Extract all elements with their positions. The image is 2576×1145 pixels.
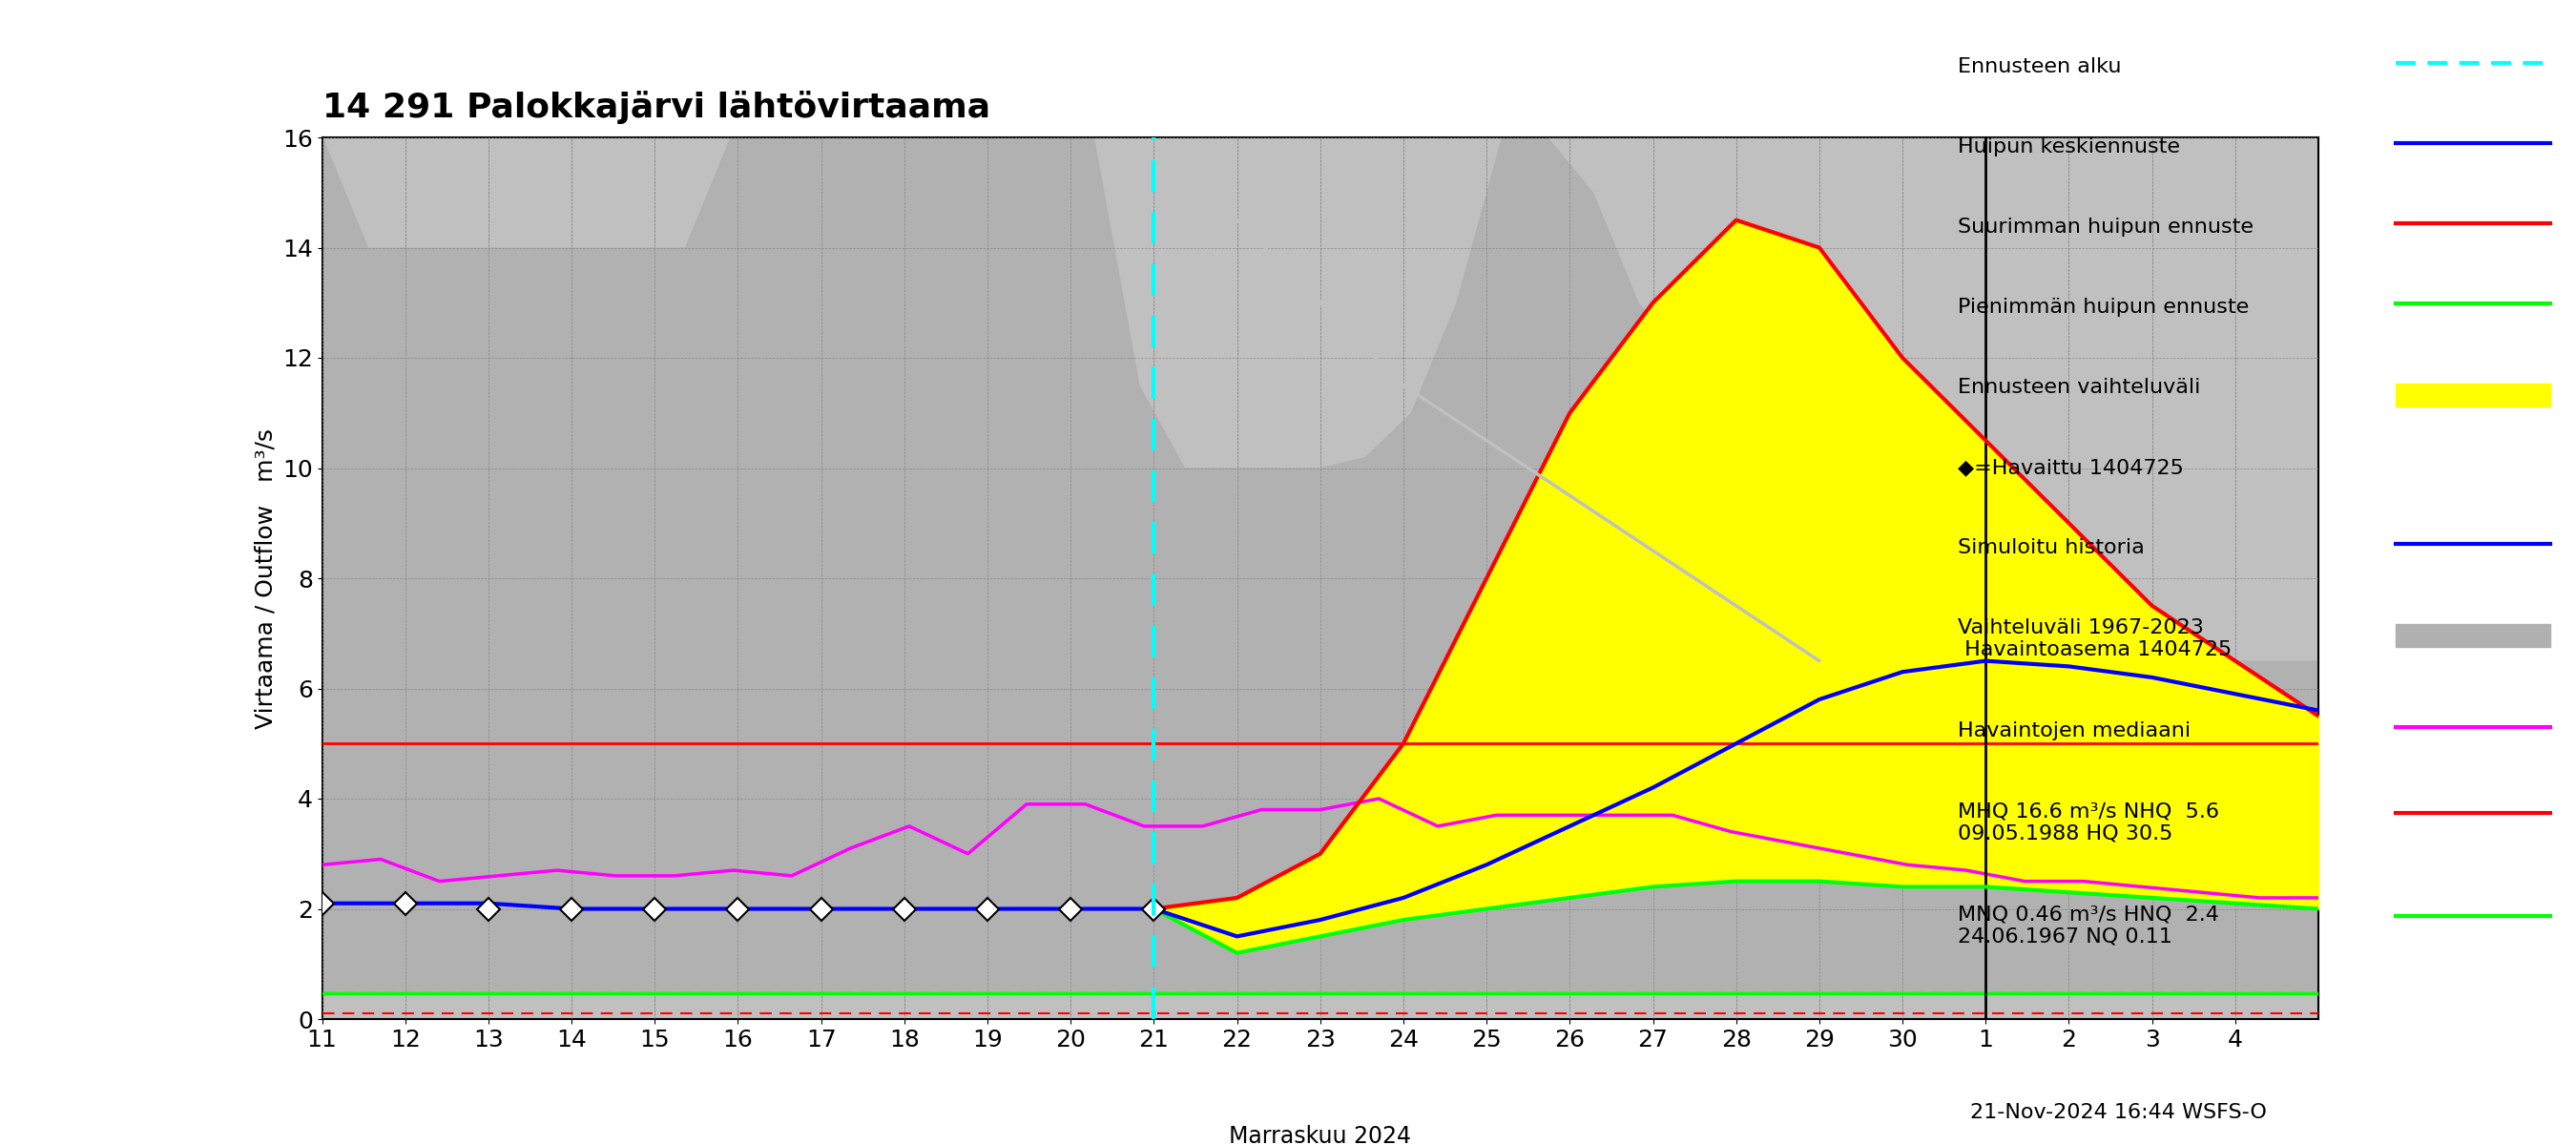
- Y-axis label: Virtaama / Outflow   m³/s: Virtaama / Outflow m³/s: [255, 428, 278, 728]
- Text: Havaintojen mediaani: Havaintojen mediaani: [1958, 721, 2190, 741]
- Text: 21-Nov-2024 16:44 WSFS-O: 21-Nov-2024 16:44 WSFS-O: [1971, 1103, 2267, 1122]
- Text: Ennusteen alku: Ennusteen alku: [1958, 57, 2123, 77]
- Text: Pienimmän huipun ennuste: Pienimmän huipun ennuste: [1958, 298, 2249, 317]
- Text: MHQ 16.6 m³/s NHQ  5.6
09.05.1988 HQ 30.5: MHQ 16.6 m³/s NHQ 5.6 09.05.1988 HQ 30.5: [1958, 802, 2218, 843]
- Text: ◆=Havaittu 1404725: ◆=Havaittu 1404725: [1958, 458, 2184, 477]
- Text: Huipun keskiennuste: Huipun keskiennuste: [1958, 137, 2179, 157]
- Text: Simuloitu historia: Simuloitu historia: [1958, 538, 2143, 558]
- Text: Marraskuu 2024
November: Marraskuu 2024 November: [1229, 1124, 1412, 1145]
- Text: Suurimman huipun ennuste: Suurimman huipun ennuste: [1958, 218, 2254, 237]
- Text: 14 291 Palokkajärvi lähtövirtaama: 14 291 Palokkajärvi lähtövirtaama: [322, 90, 989, 124]
- Text: Ennusteen vaihteluväli: Ennusteen vaihteluväli: [1958, 378, 2200, 397]
- Text: Vaihteluväli 1967-2023
 Havaintoasema 1404725: Vaihteluväli 1967-2023 Havaintoasema 140…: [1958, 618, 2231, 660]
- Text: MNQ 0.46 m³/s HNQ  2.4
24.06.1967 NQ 0.11: MNQ 0.46 m³/s HNQ 2.4 24.06.1967 NQ 0.11: [1958, 905, 2218, 946]
